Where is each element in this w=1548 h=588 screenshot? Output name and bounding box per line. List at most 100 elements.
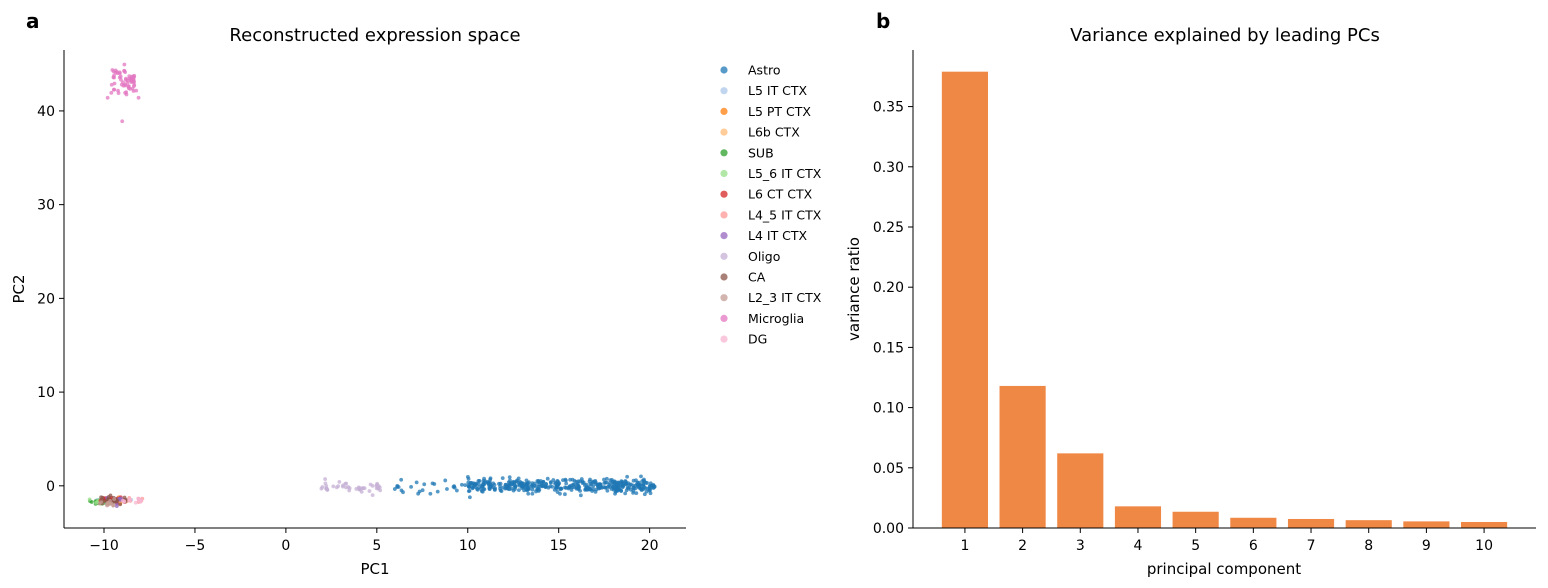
scatter-point <box>480 489 485 494</box>
x-tick-label: 10 <box>459 538 477 554</box>
scatter-point <box>463 483 468 488</box>
scatter-point <box>133 500 138 505</box>
y-tick-label: 0.30 <box>873 160 904 176</box>
scatter-point <box>558 491 562 496</box>
scatter-point <box>375 481 380 486</box>
scatter-point <box>578 493 583 498</box>
scatter-point <box>420 488 425 493</box>
scatter-y-ticks: 0 10 20 30 40 <box>37 104 64 495</box>
scatter-point <box>568 477 573 482</box>
scatter-point <box>132 73 137 78</box>
scatter-point <box>639 474 643 479</box>
x-tick-label: 5 <box>1191 538 1200 554</box>
legend-entry: DG <box>720 332 767 347</box>
scatter-point <box>111 503 116 508</box>
scatter-point <box>637 480 641 485</box>
scatter-point <box>561 478 565 483</box>
scatter-point <box>488 484 493 489</box>
legend-marker <box>720 190 728 198</box>
scatter-point <box>467 488 472 493</box>
legend-marker <box>720 87 728 95</box>
scatter-point <box>651 483 656 488</box>
scatter-point <box>532 481 537 486</box>
scatter-point <box>87 497 92 502</box>
scatter-point <box>572 479 577 483</box>
scatter-point <box>112 81 117 86</box>
scatter-point <box>551 478 556 482</box>
bar-x-ticks: 1 2 3 4 5 6 7 8 9 10 <box>960 528 1493 554</box>
scatter-point <box>574 485 578 490</box>
y-tick-label: 0.10 <box>873 401 904 417</box>
scatter-point <box>527 480 531 485</box>
scatter-point <box>122 62 127 67</box>
panel-label-b: b <box>876 9 890 33</box>
scatter-panel: a Reconstructed expression space −10 −5 0 5… <box>10 9 822 578</box>
scatter-point <box>89 500 94 504</box>
scatter-point <box>523 485 528 490</box>
legend-label: Oligo <box>748 249 780 264</box>
scatter-point <box>467 495 472 500</box>
y-tick-label: 30 <box>37 198 55 214</box>
bar-pc-5 <box>1172 511 1219 528</box>
scatter-point <box>482 476 486 481</box>
scatter-point <box>416 491 421 496</box>
scatter-point <box>116 91 121 96</box>
legend-entry: L5 PT CTX <box>720 104 811 119</box>
y-tick-label: 0 <box>46 479 55 495</box>
scatter-point <box>529 484 534 489</box>
bar-pc-9 <box>1403 521 1450 528</box>
scatter-point <box>367 489 372 493</box>
scatter-point <box>323 481 328 486</box>
legend-marker <box>720 149 728 157</box>
legend-entry: Microglia <box>720 311 804 326</box>
scatter-point <box>112 87 117 92</box>
scatter-point <box>526 491 531 496</box>
scatter-point <box>507 475 512 480</box>
scatter-point <box>534 484 539 489</box>
legend-label: Microglia <box>748 311 804 326</box>
legend-entry: SUB <box>720 145 774 160</box>
x-tick-label: 9 <box>1422 538 1431 554</box>
bar-x-label: principal component <box>1147 560 1301 578</box>
scatter-point <box>535 479 540 483</box>
x-tick-label: 7 <box>1307 538 1316 554</box>
scatter-point <box>100 495 105 500</box>
scatter-point <box>481 481 486 486</box>
scatter-point <box>556 479 560 484</box>
scatter-point <box>337 480 342 484</box>
scatter-point <box>120 119 125 124</box>
scatter-point <box>545 476 550 481</box>
x-tick-label: 4 <box>1134 538 1143 554</box>
scatter-point <box>443 478 448 483</box>
scatter-point <box>127 74 132 78</box>
scatter-point <box>598 482 603 486</box>
legend-entry: L5_6 IT CTX <box>720 166 822 181</box>
scatter-point <box>621 483 626 487</box>
scatter-point <box>634 478 638 483</box>
bar-y-label: variance ratio <box>845 237 863 341</box>
scatter-point <box>452 484 457 489</box>
scatter-point <box>114 504 119 509</box>
y-tick-label: 0.25 <box>873 220 904 236</box>
legend-label: Astro <box>748 63 780 78</box>
scatter-point <box>537 482 542 486</box>
bar-pc-3 <box>1057 453 1104 528</box>
scatter-point <box>370 493 375 498</box>
x-tick-label: 1 <box>960 538 969 554</box>
y-tick-label: 0.00 <box>873 521 904 537</box>
scatter-point <box>612 481 617 486</box>
scatter-point <box>486 480 491 484</box>
scatter-point <box>511 479 516 484</box>
scatter-point <box>468 480 473 485</box>
scatter-point <box>616 480 621 485</box>
scatter-point <box>132 84 136 88</box>
scatter-point <box>619 479 624 484</box>
y-tick-label: 0.05 <box>873 461 904 477</box>
scatter-point <box>596 484 600 489</box>
legend-label: L4 IT CTX <box>748 228 808 243</box>
scatter-point <box>615 487 620 492</box>
scatter-point <box>136 498 141 503</box>
legend-label: CA <box>748 270 766 285</box>
scatter-point <box>422 482 427 487</box>
scatter-point <box>499 489 504 494</box>
